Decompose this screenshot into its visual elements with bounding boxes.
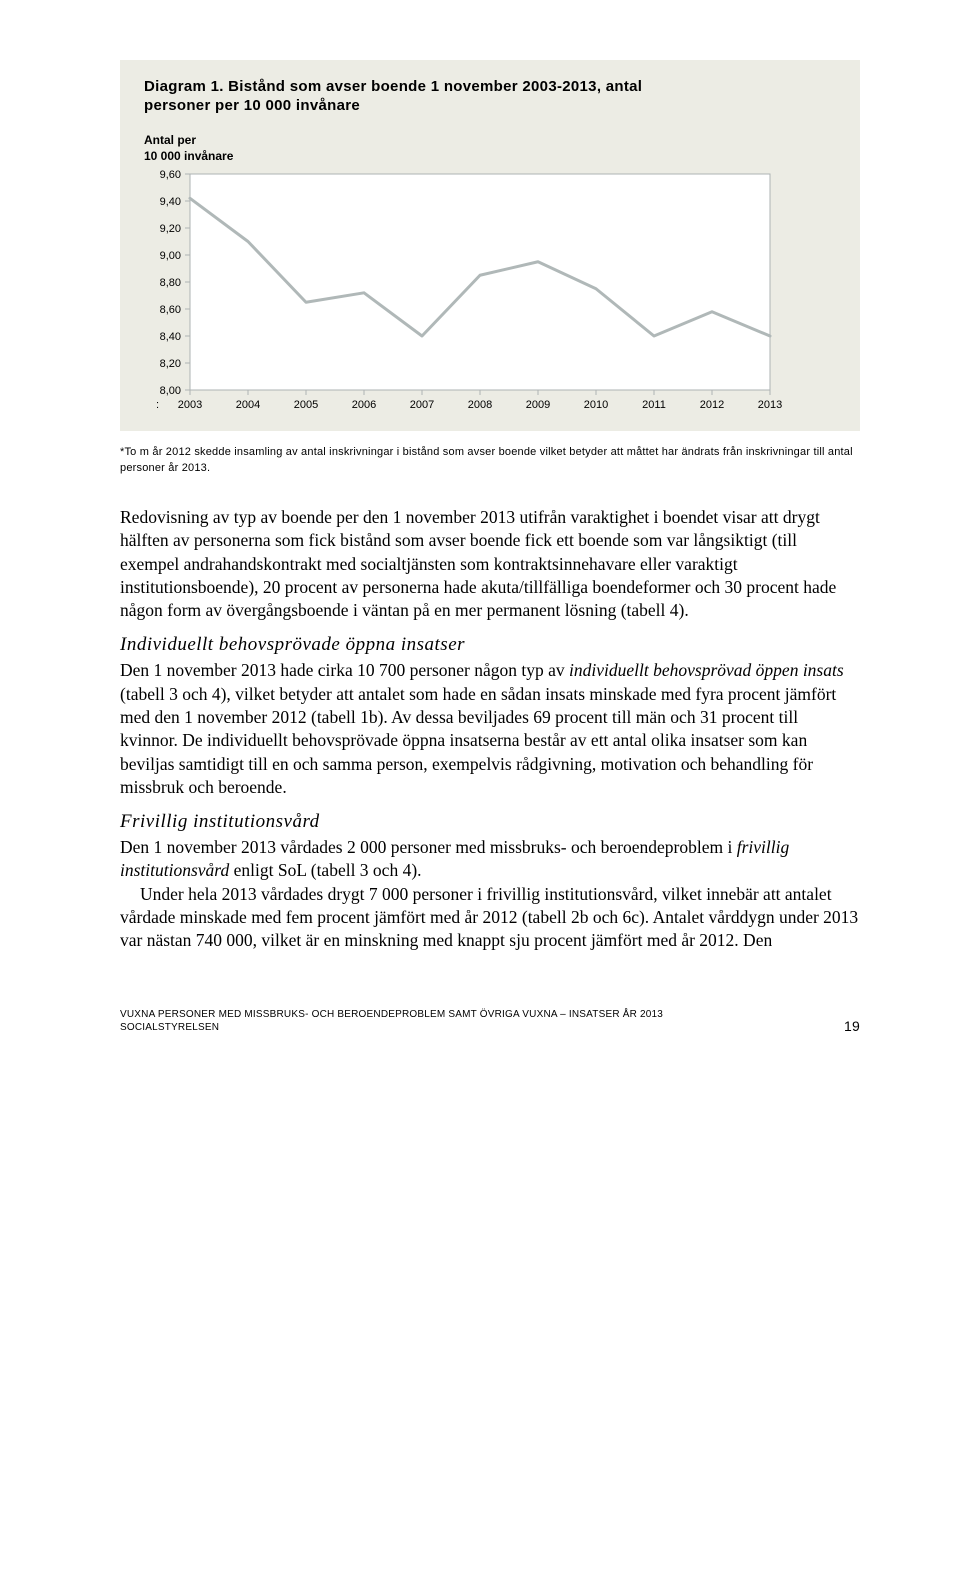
chart-title-line2: personer per 10 000 invånare (144, 97, 836, 114)
section-heading-individuellt: Individuellt behovsprövade öppna insatse… (120, 634, 860, 656)
page-container: Diagram 1. Bistånd som avser boende 1 no… (0, 0, 960, 1074)
y-axis-label-line2: 10 000 invånare (144, 149, 233, 163)
svg-text:8,20: 8,20 (160, 358, 181, 370)
svg-text:2008: 2008 (468, 399, 492, 411)
svg-text:8,40: 8,40 (160, 331, 181, 343)
p2-em: individuellt behovsprövad öppen insats (569, 660, 844, 680)
svg-text:2005: 2005 (294, 399, 318, 411)
chart-title-line1: Diagram 1. Bistånd som avser boende 1 no… (144, 78, 836, 95)
svg-text:2006: 2006 (352, 399, 376, 411)
footer-line2: SOCIALSTYRELSEN (120, 1022, 219, 1033)
svg-text:2010: 2010 (584, 399, 608, 411)
paragraph-1: Redovisning av typ av boende per den 1 n… (120, 506, 860, 622)
section-heading-frivillig: Frivillig institutionsvård (120, 811, 860, 833)
svg-text:9,00: 9,00 (160, 250, 181, 262)
p2-tail: (tabell 3 och 4), vilket betyder att ant… (120, 684, 836, 797)
svg-text:2009: 2009 (526, 399, 550, 411)
svg-text:2004: 2004 (236, 399, 260, 411)
svg-text:8,00: 8,00 (160, 385, 181, 397)
p2-lead: Den 1 november 2013 hade cirka 10 700 pe… (120, 660, 569, 680)
chart-svg-wrap: 8,00 8,20 8,40 8,60 8,80 9,00 9,20 9,40 9,60 2003… (144, 168, 836, 423)
svg-text:2003: 2003 (178, 399, 202, 411)
y-axis-label-line1: Antal per (144, 133, 196, 147)
svg-text:9,40: 9,40 (160, 196, 181, 208)
svg-text:2012: 2012 (700, 399, 724, 411)
chart-y-axis-label: Antal per 10 000 invånare (144, 132, 836, 164)
footer-line1: VUXNA PERSONER MED MISSBRUKS- OCH BEROEN… (120, 1009, 663, 1020)
svg-text:9,60: 9,60 (160, 169, 181, 181)
p3a-lead: Den 1 november 2013 vårdades 2 000 perso… (120, 837, 737, 857)
p3a-tail: enligt SoL (tabell 3 och 4). (229, 860, 421, 880)
svg-text:2013: 2013 (758, 399, 782, 411)
footer-page-number: 19 (844, 1018, 860, 1034)
svg-text::: : (156, 399, 159, 411)
paragraph-section3b: Under hela 2013 vårdades drygt 7 000 per… (120, 883, 860, 953)
page-footer: VUXNA PERSONER MED MISSBRUKS- OCH BEROEN… (120, 1008, 860, 1034)
chart-footnote: *To m år 2012 skedde insamling av antal … (120, 445, 860, 476)
svg-text:8,80: 8,80 (160, 277, 181, 289)
svg-text:8,60: 8,60 (160, 304, 181, 316)
line-chart: 8,00 8,20 8,40 8,60 8,80 9,00 9,20 9,40 9,60 2003… (144, 168, 784, 418)
chart-container: Diagram 1. Bistånd som avser boende 1 no… (120, 60, 860, 431)
footer-left: VUXNA PERSONER MED MISSBRUKS- OCH BEROEN… (120, 1008, 663, 1034)
svg-text:2007: 2007 (410, 399, 434, 411)
svg-text:9,20: 9,20 (160, 223, 181, 235)
paragraph-section3a: Den 1 november 2013 vårdades 2 000 perso… (120, 836, 860, 883)
svg-text:2011: 2011 (642, 399, 666, 411)
paragraph-section2: Den 1 november 2013 hade cirka 10 700 pe… (120, 659, 860, 799)
